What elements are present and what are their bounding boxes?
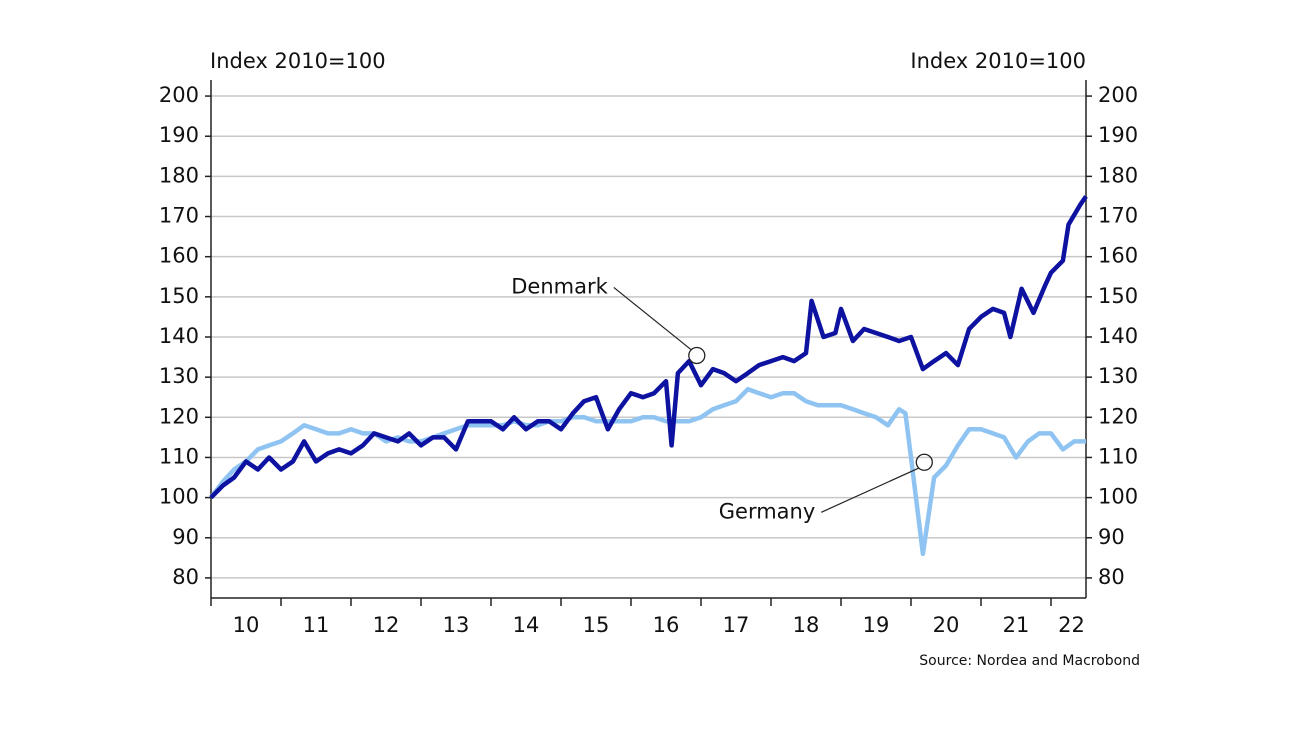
y-tick-label: 130 [159, 364, 199, 388]
y-tick-label: 90 [172, 525, 199, 549]
annotation-marker [688, 346, 706, 365]
annotation-marker [915, 453, 933, 471]
x-tick-label: 12 [373, 613, 400, 637]
y2-tick-label: 90 [1098, 525, 1125, 549]
x-tick-label: 20 [933, 613, 960, 637]
y2-tick-label: 130 [1098, 364, 1138, 388]
y-tick-label: 190 [159, 123, 199, 147]
y2-axis-label: Index 2010=100 [910, 49, 1086, 73]
x-tick-label: 14 [513, 613, 540, 637]
y-axis-label: Index 2010=100 [210, 49, 386, 73]
y-tick-label: 80 [172, 565, 199, 589]
y2-tick-label: 140 [1098, 324, 1138, 348]
y-tick-label: 110 [159, 444, 199, 468]
y2-tick-label: 100 [1098, 485, 1138, 509]
x-tick-label: 19 [863, 613, 890, 637]
x-tick-label: 10 [233, 613, 260, 637]
annotation-leader [821, 467, 919, 513]
x-tick-label: 11 [303, 613, 330, 637]
y2-tick-label: 190 [1098, 123, 1138, 147]
y2-tick-label: 120 [1098, 404, 1138, 428]
x-tick-label: 17 [723, 613, 750, 637]
y2-tick-label: 200 [1098, 83, 1138, 107]
y-tick-label: 180 [159, 163, 199, 187]
y-tick-label: 140 [159, 324, 199, 348]
y-tick-label: 120 [159, 404, 199, 428]
annotation-leader [613, 286, 692, 350]
y2-tick-label: 160 [1098, 244, 1138, 268]
x-tick-label: 16 [653, 613, 680, 637]
x-tick-label: 22 [1058, 613, 1085, 637]
annotation-label: Denmark [511, 274, 608, 298]
y2-tick-label: 170 [1098, 204, 1138, 228]
y-tick-label: 200 [159, 83, 199, 107]
y-tick-label: 160 [159, 244, 199, 268]
source: Source: Nordea and Macrobond [919, 653, 1140, 669]
x-tick-label: 21 [1003, 613, 1030, 637]
y-tick-label: 100 [159, 485, 199, 509]
x-tick-label: 13 [443, 613, 470, 637]
x-tick-label: 18 [793, 613, 820, 637]
y2-tick-label: 180 [1098, 163, 1138, 187]
x-tick-label: 15 [583, 613, 610, 637]
series-line [209, 195, 1088, 500]
series-line [209, 386, 1086, 557]
y-tick-label: 150 [159, 284, 199, 308]
y-tick-label: 170 [159, 204, 199, 228]
annotation-label: Germany [719, 499, 816, 523]
y2-tick-label: 80 [1098, 565, 1125, 589]
y2-tick-label: 150 [1098, 284, 1138, 308]
y2-tick-label: 110 [1098, 444, 1138, 468]
